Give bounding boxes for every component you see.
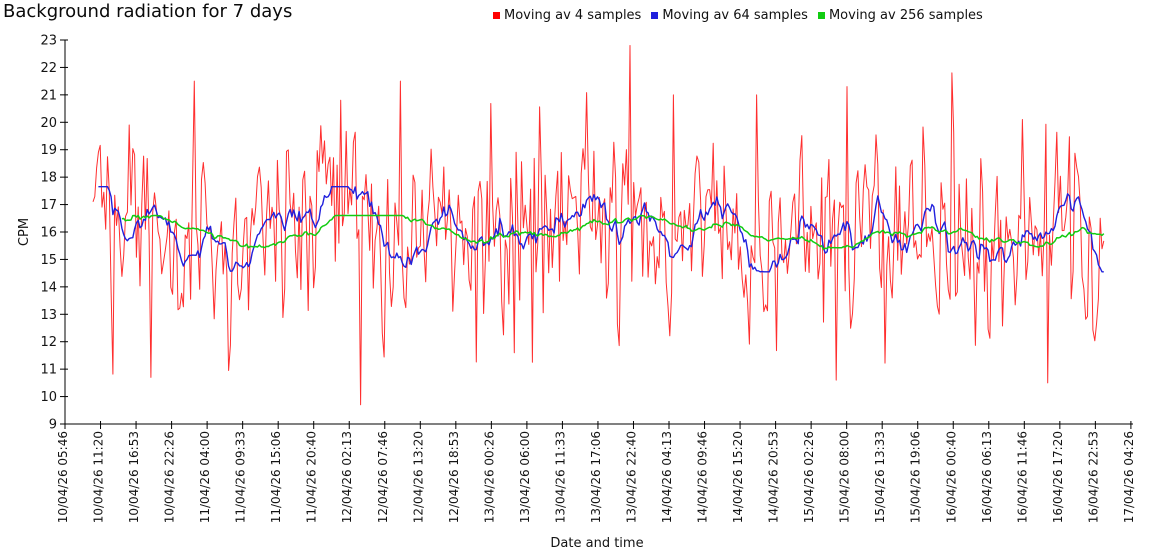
x-tick-label: 16/04/26 17:20 xyxy=(1051,431,1065,523)
legend-item-moving-av-4: Moving av 4 samples xyxy=(493,8,641,23)
y-tick-label: 9 xyxy=(49,418,57,433)
x-tick-label: 10/04/26 05:46 xyxy=(56,431,70,523)
x-tick-label: 14/04/26 15:20 xyxy=(731,431,745,523)
x-tick-label: 13/04/26 06:00 xyxy=(518,431,532,523)
legend-swatch-moving-av-4 xyxy=(493,12,500,19)
legend-item-moving-av-64: Moving av 64 samples xyxy=(651,8,808,23)
y-tick-label: 16 xyxy=(40,226,57,241)
chart-legend: Moving av 4 samples Moving av 64 samples… xyxy=(493,8,983,23)
y-tick-label: 20 xyxy=(40,116,57,131)
legend-label-moving-av-256: Moving av 256 samples xyxy=(828,8,983,23)
x-tick-label: 11/04/26 04:00 xyxy=(198,431,212,523)
y-tick-label: 15 xyxy=(40,253,57,268)
x-tick-label: 15/04/26 13:33 xyxy=(873,431,887,523)
x-tick-label: 13/04/26 11:33 xyxy=(553,431,567,523)
legend-item-moving-av-256: Moving av 256 samples xyxy=(817,8,983,23)
series-line-0 xyxy=(92,45,1105,406)
x-tick-label: 12/04/26 07:46 xyxy=(376,431,390,523)
x-tick-label: 13/04/26 17:06 xyxy=(589,431,603,523)
y-tick-label: 10 xyxy=(40,390,57,405)
y-tick-label: 17 xyxy=(40,198,57,213)
series-line-1 xyxy=(98,185,1104,273)
x-tick-label: 10/04/26 11:20 xyxy=(92,431,106,523)
x-tick-label: 11/04/26 15:06 xyxy=(269,431,283,523)
x-tick-label: 15/04/26 19:06 xyxy=(909,431,923,523)
legend-label-moving-av-4: Moving av 4 samples xyxy=(504,8,642,23)
y-tick-label: 12 xyxy=(40,335,57,350)
y-axis-title: CPM xyxy=(17,218,32,246)
legend-swatch-moving-av-64 xyxy=(651,12,659,19)
y-tick-label: 23 xyxy=(40,34,57,49)
legend-swatch-moving-av-256 xyxy=(817,12,825,19)
x-tick-label: 14/04/26 09:46 xyxy=(696,431,710,523)
y-tick-label: 13 xyxy=(40,308,57,323)
legend-label-moving-av-64: Moving av 64 samples xyxy=(662,8,808,23)
chart-title: Background radiation for 7 days xyxy=(3,1,293,22)
y-tick-label: 21 xyxy=(40,88,57,103)
y-tick-label: 14 xyxy=(40,280,57,295)
x-tick-label: 12/04/26 02:13 xyxy=(340,431,354,523)
x-tick-label: 16/04/26 06:13 xyxy=(980,431,994,523)
x-tick-label: 14/04/26 20:53 xyxy=(767,431,781,523)
x-tick-label: 11/04/26 20:40 xyxy=(305,431,319,523)
y-tick-label: 11 xyxy=(40,363,57,378)
x-tick-label: 15/04/26 08:00 xyxy=(838,431,852,523)
x-tick-label: 12/04/26 13:20 xyxy=(411,431,425,523)
x-tick-label: 12/04/26 18:53 xyxy=(447,431,461,523)
x-tick-label: 16/04/26 11:46 xyxy=(1015,431,1029,523)
x-tick-label: 10/04/26 22:26 xyxy=(163,431,177,523)
x-tick-label: 16/04/26 22:53 xyxy=(1086,431,1100,523)
x-tick-label: 11/04/26 09:33 xyxy=(234,431,248,523)
y-tick-label: 19 xyxy=(40,143,57,158)
x-tick-label: 17/04/26 04:26 xyxy=(1122,431,1136,523)
series-line-2 xyxy=(121,214,1105,250)
x-tick-label: 14/04/26 04:13 xyxy=(660,431,674,523)
x-tick-label: 16/04/26 00:40 xyxy=(944,431,958,523)
y-tick-label: 22 xyxy=(40,61,57,76)
x-tick-label: 13/04/26 22:40 xyxy=(624,431,638,523)
x-tick-label: 10/04/26 16:53 xyxy=(127,431,141,523)
x-axis-title: Date and time xyxy=(550,536,643,551)
x-tick-label: 15/04/26 02:26 xyxy=(802,431,816,523)
x-tick-label: 13/04/26 00:26 xyxy=(482,431,496,523)
y-tick-label: 18 xyxy=(40,171,57,186)
